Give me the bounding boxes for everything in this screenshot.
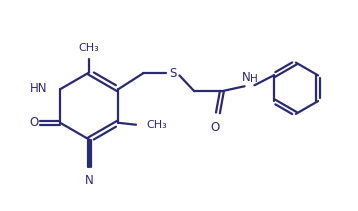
Text: H: H [251,74,258,84]
Text: O: O [30,116,39,129]
Text: S: S [169,67,176,80]
Text: N: N [242,71,251,84]
Text: O: O [211,121,219,134]
Text: CH₃: CH₃ [79,43,100,53]
Text: N: N [85,174,93,187]
Text: CH₃: CH₃ [146,120,166,130]
Text: HN: HN [30,82,47,95]
